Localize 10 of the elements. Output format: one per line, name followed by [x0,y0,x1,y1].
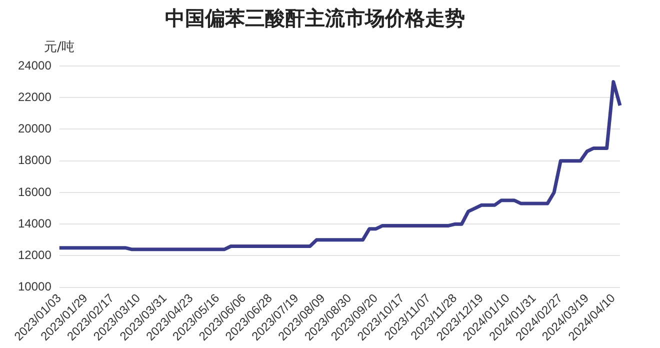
y-tick-label: 22000 [18,90,52,104]
y-tick-label: 16000 [18,184,52,199]
y-axis-title: 元/吨 [44,40,74,55]
y-tick-label: 14000 [18,216,52,230]
y-tick-label: 10000 [18,280,52,294]
y-tick-label: 24000 [18,58,52,72]
y-tick-label: 12000 [18,248,52,262]
y-tick-label: 20000 [18,122,52,136]
y-tick-label: 18000 [18,153,52,168]
chart-title: 中国偏苯三酸酐主流市场价格走势 [165,6,465,30]
